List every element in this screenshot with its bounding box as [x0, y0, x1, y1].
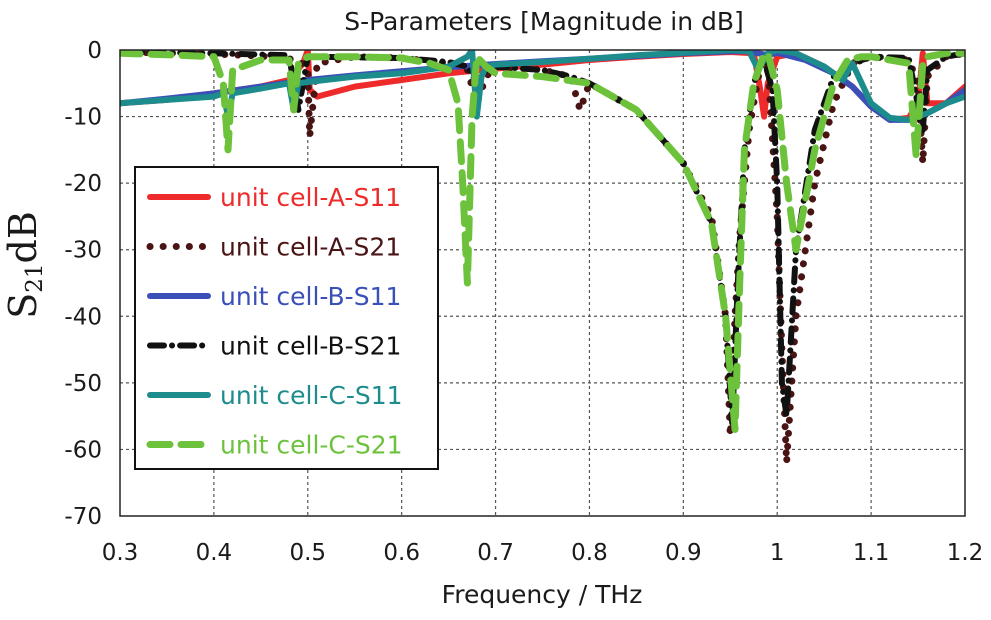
x-tick-label: 1 — [770, 540, 785, 566]
y-tick-label: -70 — [64, 504, 102, 530]
legend-label-6: unit cell-C-S21 — [220, 431, 403, 460]
legend: unit cell-A-S11 unit cell-A-S21 unit cell-… — [134, 166, 439, 470]
x-tick-labels: 0.3 0.4 0.5 0.6 0.7 0.8 0.9 1 1.1 1.2 — [102, 540, 984, 566]
x-tick-label: 0.9 — [665, 540, 702, 566]
chart-title: S-Parameters [Magnitude in dB] — [344, 7, 744, 36]
y-axis-label-tail: dB — [1, 211, 45, 263]
y-tick-label: -10 — [64, 105, 102, 131]
series-line-6 — [120, 50, 965, 433]
y-axis-label-subscript: 21 — [22, 263, 48, 292]
y-tick-label: 0 — [87, 38, 102, 64]
y-tick-labels: 0 -10 -20 -30 -40 -50 -60 -70 — [64, 38, 102, 530]
legend-label-5: unit cell-C-S11 — [220, 381, 403, 410]
series-line-5 — [120, 50, 965, 123]
x-tick-label: 1.1 — [853, 540, 890, 566]
legend-label-2: unit cell-A-S21 — [220, 233, 401, 262]
x-tick-label: 0.6 — [383, 540, 420, 566]
y-tick-label: -50 — [64, 371, 102, 397]
y-tick-label: -40 — [64, 304, 102, 330]
x-tick-label: 0.3 — [102, 540, 139, 566]
y-tick-label: -20 — [64, 171, 102, 197]
legend-label-3: unit cell-B-S11 — [220, 282, 401, 311]
plot-frame — [119, 49, 966, 517]
y-tick-label: -60 — [64, 437, 102, 463]
y-axis-label: S21dB — [1, 211, 48, 319]
y-axis-label-main: S — [1, 293, 45, 319]
x-tick-label: 0.8 — [571, 540, 608, 566]
legend-label-1: unit cell-A-S11 — [220, 183, 401, 212]
x-tick-label: 0.4 — [196, 540, 233, 566]
x-tick-label: 0.7 — [477, 540, 514, 566]
x-tick-label: 0.5 — [289, 540, 326, 566]
legend-label-4: unit cell-B-S21 — [220, 332, 401, 361]
series-lines — [120, 50, 965, 467]
y-tick-label: -30 — [64, 238, 102, 264]
x-axis-label: Frequency / THz — [442, 580, 643, 609]
x-tick-label: 1.2 — [947, 540, 984, 566]
legend-box — [134, 166, 439, 470]
